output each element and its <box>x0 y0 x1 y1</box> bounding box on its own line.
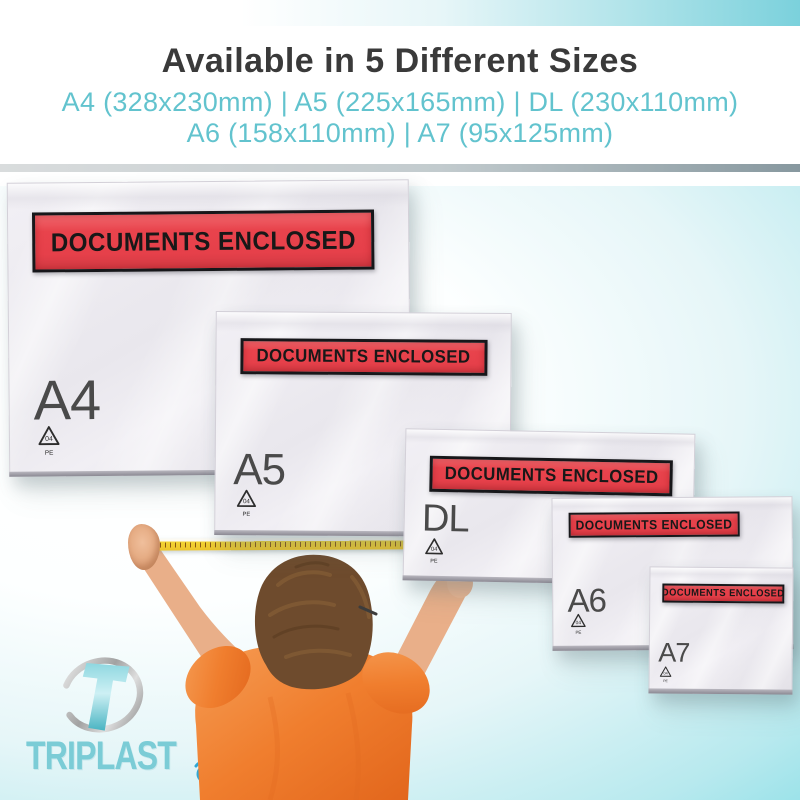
svg-text:PE: PE <box>243 512 251 518</box>
recycle-icon: 04 PE <box>236 490 257 518</box>
banner-label: DOCUMENTS ENCLOSED <box>444 463 659 488</box>
documents-enclosed-banner: DOCUMENTS ENCLOSED <box>429 455 673 496</box>
envelope-a7: DOCUMENTS ENCLOSED A7 04 PE <box>648 566 794 695</box>
banner-label: DOCUMENTS ENCLOSED <box>50 224 356 258</box>
boy-left-arm <box>134 538 244 677</box>
size-label-dl: DL <box>421 497 469 541</box>
svg-text:04: 04 <box>45 436 53 443</box>
size-label-a7: A7 <box>658 637 690 668</box>
envelope-a4: DOCUMENTS ENCLOSED A4 04 PE <box>6 179 412 477</box>
boy-illustration <box>134 538 473 800</box>
svg-text:PE: PE <box>430 558 438 564</box>
size-label-a4: A4 <box>33 368 101 432</box>
boy-left-hand <box>128 524 160 570</box>
size-list-line-1: A4 (328x230mm) | A5 (225x165mm) | DL (23… <box>61 87 739 117</box>
page-title: Available in 5 Different Sizes <box>161 42 639 80</box>
boy-right-arm <box>394 570 467 675</box>
envelope-a5: DOCUMENTS ENCLOSED A5 04 PE <box>214 310 512 538</box>
brand-name: TRIPLAST <box>26 734 177 778</box>
top-accent-strip <box>0 0 800 26</box>
measuring-tape <box>149 537 409 551</box>
recycle-icon: 04 PE <box>570 614 586 635</box>
svg-text:04: 04 <box>431 547 438 553</box>
svg-text:PE: PE <box>575 630 581 635</box>
boy-head <box>254 554 373 690</box>
header: Available in 5 Different Sizes A4 (328x2… <box>0 26 800 164</box>
svg-text:04: 04 <box>575 621 581 627</box>
boy-right-sleeve <box>362 652 430 714</box>
banner-label: DOCUMENTS ENCLOSED <box>661 587 785 600</box>
svg-text:04: 04 <box>243 499 251 506</box>
svg-text:PE: PE <box>663 679 668 683</box>
recycle-icon: 04 PE <box>660 666 672 683</box>
size-label-a6: A6 <box>567 581 607 619</box>
documents-enclosed-banner: DOCUMENTS ENCLOSED <box>661 583 785 604</box>
envelope-a6: DOCUMENTS ENCLOSED A6 04 PE <box>551 496 794 651</box>
documents-enclosed-banner: DOCUMENTS ENCLOSED <box>239 337 488 377</box>
boy-left-sleeve <box>185 645 251 709</box>
boy-glasses-temple <box>358 605 378 616</box>
banner-label: DOCUMENTS ENCLOSED <box>575 516 733 534</box>
documents-enclosed-banner: DOCUMENTS ENCLOSED <box>568 511 740 539</box>
recycle-icon: 04 PE <box>424 538 443 565</box>
header-divider <box>0 164 800 172</box>
svg-text:PE: PE <box>45 450 54 457</box>
size-label-a5: A5 <box>233 444 286 495</box>
boy-torso <box>195 647 413 800</box>
envelope-dl: DOCUMENTS ENCLOSED DL 04 PE <box>402 428 696 586</box>
brand-emblem-icon <box>60 657 144 733</box>
recycle-icon: 04 PE <box>38 426 60 457</box>
size-list-line-2: A6 (158x110mm) | A7 (95x125mm) <box>186 118 614 148</box>
banner-label: DOCUMENTS ENCLOSED <box>256 345 471 368</box>
svg-text:04: 04 <box>664 672 668 676</box>
tape-tick-marks <box>149 541 409 549</box>
documents-enclosed-banner: DOCUMENTS ENCLOSED <box>31 209 375 273</box>
